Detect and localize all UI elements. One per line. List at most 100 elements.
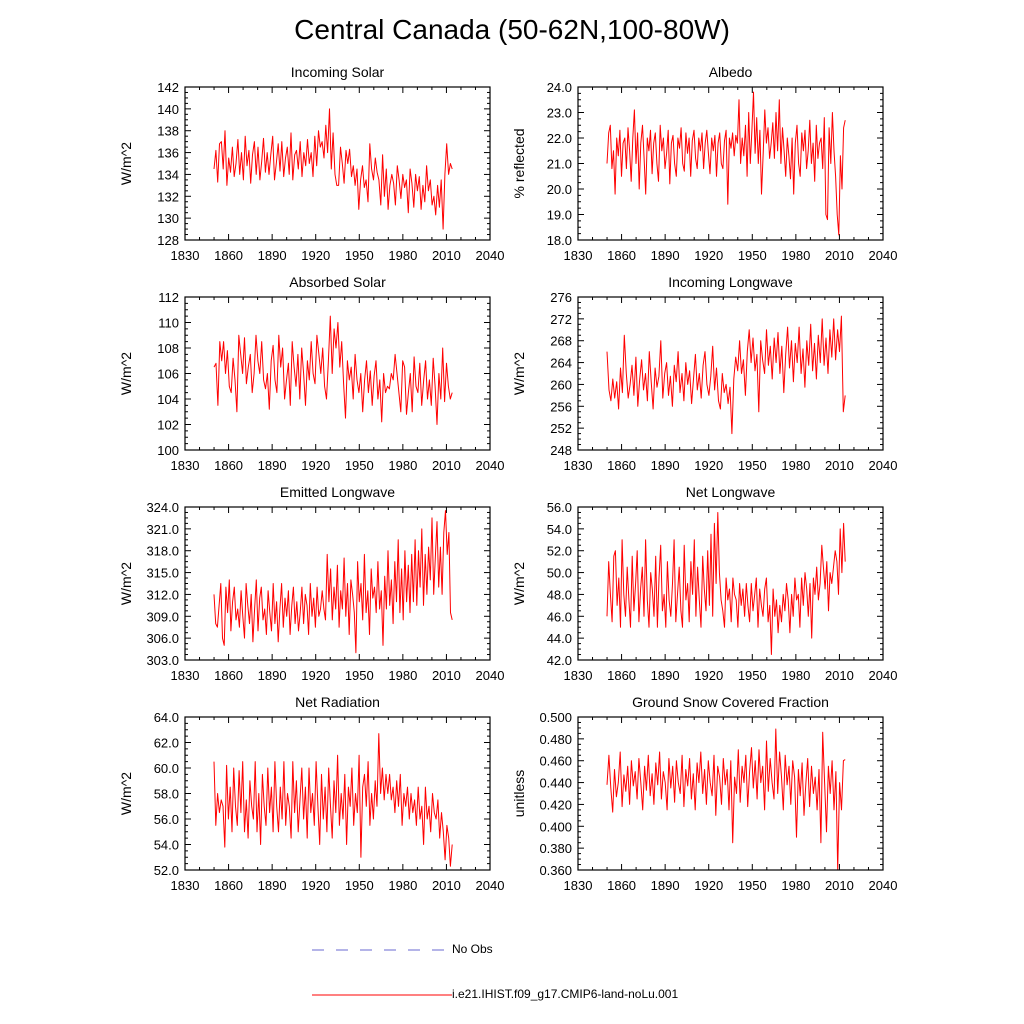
x-tick-label: 2040	[476, 878, 505, 893]
x-tick-label: 1950	[738, 878, 767, 893]
x-tick-label: 2010	[432, 668, 461, 683]
x-tick-label: 2040	[476, 248, 505, 263]
y-tick-label: 252	[550, 421, 572, 436]
series-line	[606, 315, 846, 435]
panel-title: Incoming Solar	[291, 64, 385, 80]
x-tick-label: 1980	[388, 458, 417, 473]
panel-title: Net Radiation	[295, 694, 380, 710]
y-tick-label: 315.0	[146, 566, 179, 581]
y-tick-label: 64.0	[154, 710, 179, 725]
x-tick-label: 1860	[214, 878, 243, 893]
x-tick-label: 1920	[694, 878, 723, 893]
y-axis-label: W/m^2	[118, 142, 134, 185]
x-tick-label: 1860	[214, 248, 243, 263]
series-line	[606, 512, 846, 655]
x-tick-label: 2040	[476, 668, 505, 683]
y-axis-label: W/m^2	[511, 352, 527, 395]
y-axis-label: unitless	[511, 770, 527, 817]
panel-6: Net Radiation W/m^2 1830 1860 1890 1920 1950 19…	[118, 694, 504, 893]
x-tick-label: 1830	[564, 458, 593, 473]
plot-frame	[184, 506, 491, 661]
y-tick-label: 62.0	[154, 736, 179, 751]
x-tick-label: 1950	[345, 248, 374, 263]
y-tick-label: 44.0	[547, 631, 572, 646]
x-tick-label: 1890	[258, 668, 287, 683]
x-tick-label: 1860	[607, 668, 636, 683]
y-tick-label: 0.480	[539, 732, 572, 747]
y-tick-label: 50.0	[547, 566, 572, 581]
x-tick-label: 1950	[738, 248, 767, 263]
y-tick-label: 54.0	[154, 838, 179, 853]
y-tick-label: 100	[157, 443, 179, 458]
series-line	[213, 733, 453, 867]
y-tick-label: 108	[157, 341, 179, 356]
x-tick-label: 1980	[388, 878, 417, 893]
y-tick-label: 58.0	[154, 787, 179, 802]
panel-title: Ground Snow Covered Fraction	[632, 694, 829, 710]
y-tick-label: 22.0	[547, 131, 572, 146]
y-tick-label: 21.0	[547, 157, 572, 172]
series-line	[213, 108, 453, 230]
x-tick-label: 1830	[171, 878, 200, 893]
plot-frame	[577, 716, 884, 871]
x-tick-label: 1860	[607, 878, 636, 893]
panel-1: Albedo % reflected 1830 1860 1890 1920 1950 198…	[511, 64, 897, 263]
x-tick-label: 1950	[345, 668, 374, 683]
y-tick-label: 0.380	[539, 841, 572, 856]
y-tick-label: 140	[157, 102, 179, 117]
y-tick-label: 128	[157, 233, 179, 248]
y-tick-label: 56.0	[154, 812, 179, 827]
x-tick-label: 2040	[869, 668, 898, 683]
series-line	[606, 91, 846, 236]
y-tick-label: 268	[550, 334, 572, 349]
x-tick-label: 1890	[651, 458, 680, 473]
panel-0: Incoming Solar W/m^2 1830 1860 1890 1920 1950 1…	[118, 64, 504, 263]
y-tick-label: 42.0	[547, 653, 572, 668]
x-tick-label: 1860	[214, 458, 243, 473]
x-tick-label: 1920	[301, 668, 330, 683]
x-tick-label: 2010	[825, 668, 854, 683]
x-tick-label: 1980	[388, 668, 417, 683]
x-tick-label: 1890	[258, 458, 287, 473]
x-tick-label: 1830	[564, 248, 593, 263]
legend-no-obs-swatch	[312, 949, 452, 951]
legend-model-label: i.e21.IHIST.f09_g17.CMIP6-land-noLu.001	[452, 987, 679, 1001]
y-tick-label: 56.0	[547, 500, 572, 515]
y-tick-label: 318.0	[146, 544, 179, 559]
x-tick-label: 1830	[171, 248, 200, 263]
y-tick-label: 309.0	[146, 609, 179, 624]
y-axis-label: W/m^2	[118, 772, 134, 815]
x-tick-label: 1830	[564, 878, 593, 893]
y-tick-label: 18.0	[547, 233, 572, 248]
series-line	[213, 510, 453, 654]
y-tick-label: 112	[158, 290, 179, 305]
y-tick-label: 0.440	[539, 776, 572, 791]
legend-model-swatch	[312, 994, 452, 996]
y-axis-label: % reflected	[511, 128, 527, 198]
x-tick-label: 1980	[781, 248, 810, 263]
x-tick-label: 1980	[781, 458, 810, 473]
plot-frame	[184, 86, 491, 241]
y-tick-label: 104	[157, 392, 179, 407]
y-axis-label: W/m^2	[118, 352, 134, 395]
x-tick-label: 1950	[738, 458, 767, 473]
y-tick-label: 52.0	[547, 544, 572, 559]
plot-frame	[577, 506, 884, 661]
y-tick-label: 19.0	[547, 208, 572, 223]
x-tick-label: 2010	[432, 878, 461, 893]
x-tick-label: 1890	[651, 668, 680, 683]
x-tick-label: 1830	[171, 458, 200, 473]
y-tick-label: 0.460	[539, 754, 572, 769]
x-tick-label: 1890	[651, 248, 680, 263]
x-tick-label: 1860	[607, 458, 636, 473]
y-tick-label: 46.0	[547, 609, 572, 624]
plot-frame	[577, 86, 884, 241]
y-axis-label: W/m^2	[511, 562, 527, 605]
y-tick-label: 321.0	[146, 522, 179, 537]
y-tick-label: 134	[157, 167, 179, 182]
x-tick-label: 2010	[432, 248, 461, 263]
y-tick-label: 60.0	[154, 761, 179, 776]
series-line	[213, 315, 453, 425]
y-tick-label: 264	[550, 356, 572, 371]
